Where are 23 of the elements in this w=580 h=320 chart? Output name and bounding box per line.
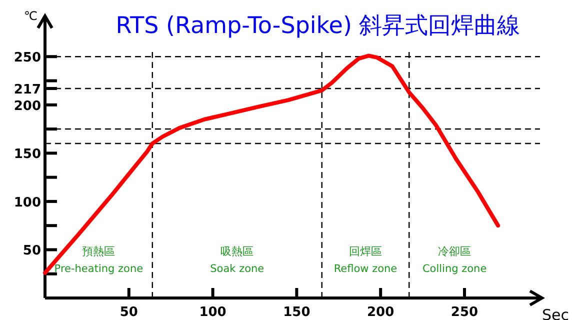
annotation: 預熱區 <box>82 245 116 258</box>
y-axis-title: ℃ <box>24 9 38 23</box>
x-tick-label: 250 <box>450 305 478 320</box>
y-tick-label: 217 <box>14 82 41 98</box>
line-series <box>43 54 500 275</box>
annotation: 冷卻區 <box>438 245 472 258</box>
y-tick-label: 100 <box>14 195 41 210</box>
y-tick-label: 200 <box>14 98 41 114</box>
x-axis-title: Sec <box>542 306 569 320</box>
annotation: Colling zone <box>422 263 487 275</box>
chart-title: RTS (Ramp-To-Spike) 斜昇式回焊曲線 <box>116 13 520 39</box>
annotation: Pre-heating zone <box>54 263 144 275</box>
x-tick-label: 150 <box>283 305 310 320</box>
x-tick-label: 50 <box>120 305 138 320</box>
x-tick-label: 200 <box>367 305 394 320</box>
y-tick-label: 50 <box>22 244 41 259</box>
y-tick-label: 250 <box>14 50 41 66</box>
x-tick-label: 100 <box>199 305 226 320</box>
annotation: 吸熱區 <box>220 245 254 258</box>
annotation: Reflow zone <box>334 263 398 275</box>
y-tick-label: 150 <box>14 147 41 162</box>
annotation: Soak zone <box>210 263 264 275</box>
annotation: 回焊區 <box>348 245 382 258</box>
